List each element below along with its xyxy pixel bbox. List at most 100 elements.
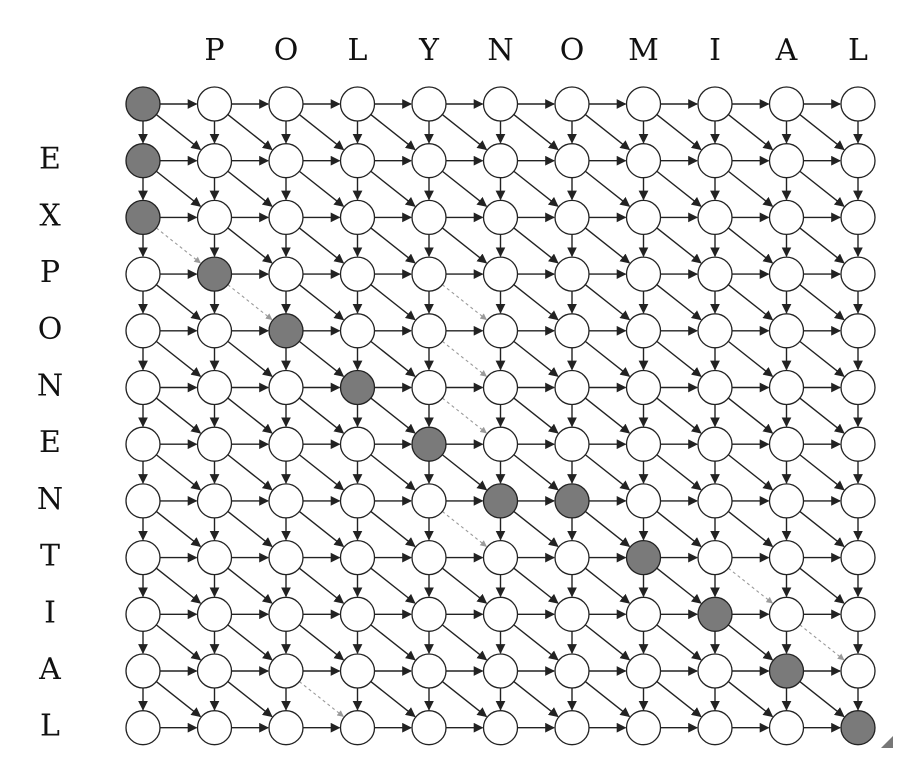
grid-node [411,313,447,349]
grid-node [482,143,519,179]
grid-node [125,596,161,632]
side-letter: X [39,198,61,233]
grid-node [768,256,805,292]
grid-node [840,313,876,349]
grid-arrow [227,510,273,548]
grid-node [482,426,519,462]
grid-node [482,313,519,349]
grid-node [339,653,376,689]
grid-node [697,86,733,122]
grid-node [625,369,662,406]
grid-arrow [155,510,202,548]
grid-arrow [155,114,202,151]
corner-mark-icon [881,736,893,748]
grid-node [411,596,447,632]
top-letter: L [848,33,868,68]
grid-arrow [298,510,345,548]
grid-arrow [656,510,702,548]
grid-node [554,86,590,122]
grid-node [625,86,662,122]
side-letter: N [37,482,63,517]
grid-node [840,143,876,179]
grid-arrow [656,114,702,151]
grid-node [768,313,805,349]
path-node-highlighted [196,256,233,292]
grid-arrow [441,567,488,604]
grid-node [554,256,590,292]
grid-node [339,483,376,519]
grid-node [554,710,590,746]
grid-arrow [727,510,774,548]
top-letter: L [348,33,368,68]
grid-node [482,369,519,406]
grid-node [196,483,233,519]
grid-node [482,199,519,236]
grid-arrow [227,397,273,434]
grid-node [268,86,304,122]
path-node-highlighted [840,710,876,746]
path-node-highlighted [125,86,161,122]
grid-arrow [298,624,345,661]
grid-arrow [370,567,416,604]
grid-arrow [584,227,631,264]
grid-node [339,256,376,292]
grid-arrow [227,227,273,264]
grid-arrow [799,227,845,264]
side-letter: N [37,369,63,404]
grid-arrow [513,284,559,321]
grid-node [482,653,519,689]
grid-node [697,199,733,236]
grid-node [411,86,447,122]
grid-arrow [727,170,774,207]
grid-arrow [370,170,416,207]
grid-node [411,653,447,689]
top-letter: A [775,33,798,68]
grid-node [125,313,161,349]
grid-node [339,143,376,179]
grid-node [554,426,590,462]
grid-arrow [656,284,702,321]
grid-node [268,710,304,746]
grid-arrow [227,567,273,604]
grid-node [268,426,304,462]
grid-arrow [298,340,345,377]
grid-node [625,143,662,179]
grid-arrow [155,567,202,604]
grid-node [196,143,233,179]
grid-arrow [298,227,345,264]
grid-arrow [727,397,774,434]
grid-arrow [370,227,416,264]
grid-node [697,426,733,462]
grid-arrow [799,284,845,321]
grid-node [411,539,447,576]
grid-node [625,596,662,632]
path-node-highlighted [125,199,161,236]
grid-node [125,256,161,292]
grid-arrow [799,397,845,434]
grid-node [196,710,233,746]
grid-node [482,539,519,576]
grid-arrow [370,454,416,491]
grid-arrow [513,170,559,207]
grid-node [840,596,876,632]
grid-node [697,483,733,519]
grid-arrow [155,284,202,321]
grid-arrow [584,284,631,321]
path-node-highlighted [268,313,304,349]
grid-arrow [513,567,559,604]
grid-node [625,483,662,519]
grid-node [411,483,447,519]
grid-arrow [799,114,845,151]
grid-arrow [727,454,774,491]
grid-node [411,143,447,179]
grid-arrow [227,454,273,491]
side-letter: E [39,142,61,177]
grid-edges [138,99,863,733]
grid-arrow [584,170,631,207]
grid-node [125,369,161,406]
grid-node [339,86,376,122]
grid-node [840,483,876,519]
grid-arrow [513,681,559,718]
side-letter: T [40,539,60,574]
